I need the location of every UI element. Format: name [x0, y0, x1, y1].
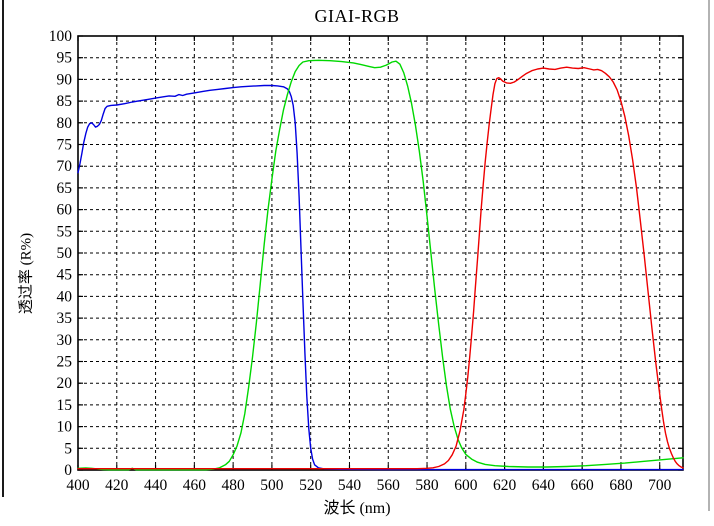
y-tick-label: 30	[57, 332, 73, 349]
y-tick-label: 100	[49, 28, 73, 45]
window-left-border	[2, 0, 4, 497]
x-tick-label: 420	[105, 477, 129, 494]
y-tick-label: 45	[57, 267, 73, 284]
y-axis-title: 透过率 (R%)	[18, 232, 35, 315]
chart-title: GIAI-RGB	[314, 6, 400, 26]
y-tick-label: 20	[57, 375, 73, 392]
x-tick-label: 640	[532, 477, 556, 494]
x-tick-label: 480	[222, 477, 246, 494]
x-tick-label: 680	[609, 477, 633, 494]
y-tick-label: 55	[57, 223, 73, 240]
x-axis-title: 波长 (nm)	[323, 500, 391, 517]
y-tick-label: 85	[57, 93, 73, 110]
x-tick-label: 580	[415, 477, 439, 494]
x-tick-label: 660	[571, 477, 595, 494]
x-tick-label: 600	[454, 477, 478, 494]
x-tick-label: 620	[493, 477, 517, 494]
y-tick-label: 0	[64, 462, 72, 479]
y-tick-label: 90	[57, 71, 73, 88]
y-tick-label: 35	[57, 310, 73, 327]
y-tick-label: 10	[57, 419, 73, 436]
y-tick-label: 65	[57, 180, 73, 197]
y-tick-label: 75	[57, 137, 73, 154]
y-tick-label: 25	[57, 354, 73, 371]
series-line-blue-channel	[77, 84, 684, 471]
x-tick-label: 500	[260, 477, 284, 494]
series-line-red-channel	[77, 66, 684, 470]
x-tick-label: 520	[299, 477, 323, 494]
x-tick-label: 700	[648, 477, 672, 494]
x-tick-label: 460	[183, 477, 207, 494]
y-tick-label: 50	[57, 245, 73, 262]
x-tick-label: 560	[377, 477, 401, 494]
x-tick-label: 440	[144, 477, 168, 494]
y-tick-label: 60	[57, 202, 73, 219]
y-tick-label: 15	[57, 397, 73, 414]
x-tick-label: 540	[338, 477, 362, 494]
y-tick-label: 40	[57, 288, 73, 305]
series-line-green-channel	[77, 59, 684, 471]
x-tick-label: 400	[66, 477, 90, 494]
y-tick-label: 5	[64, 440, 72, 457]
y-tick-label: 70	[57, 158, 73, 175]
y-tick-label: 95	[57, 50, 73, 67]
y-tick-label: 80	[57, 115, 73, 132]
window-right-border	[708, 0, 710, 511]
